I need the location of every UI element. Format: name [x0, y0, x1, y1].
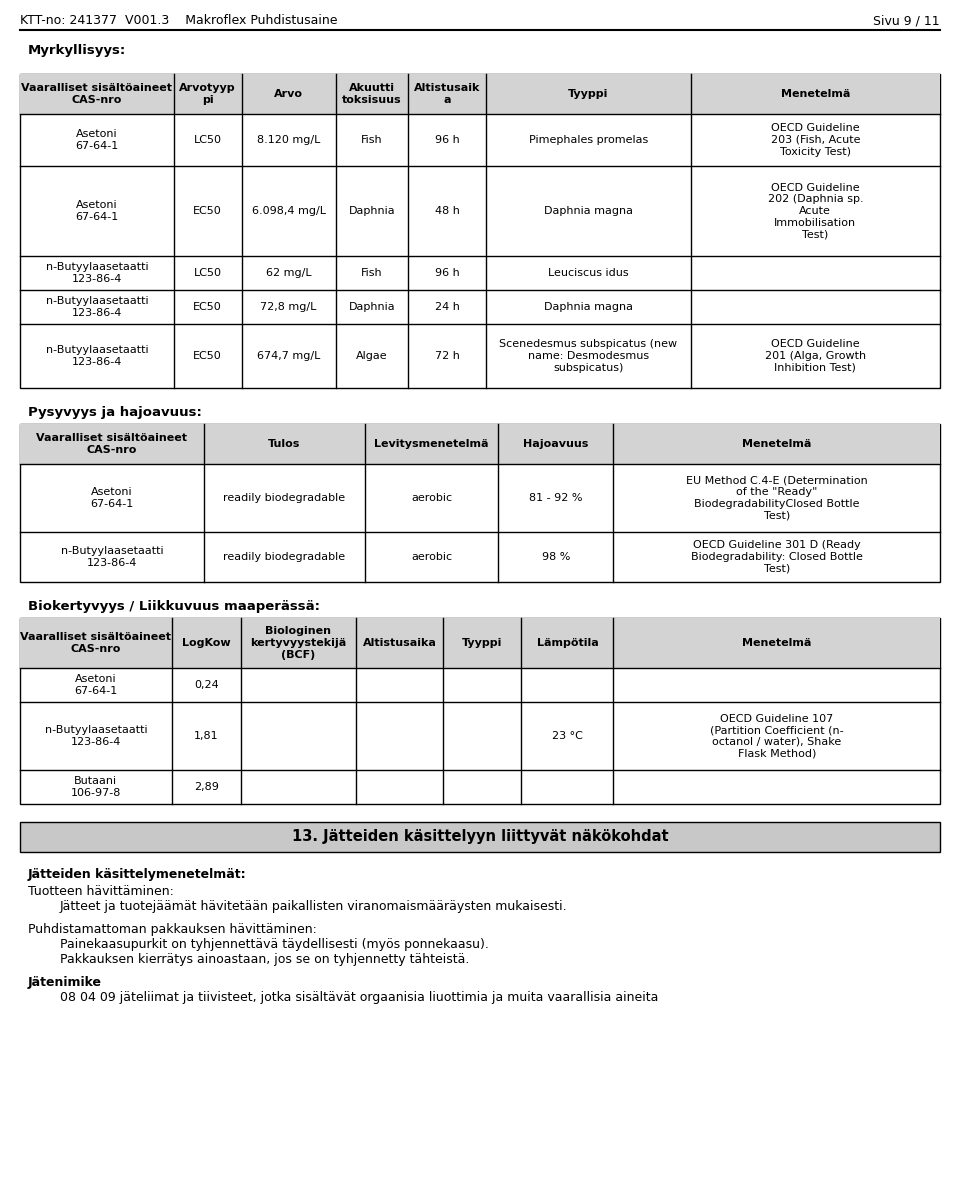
- Text: n-Butyylaasetaatti
123-86-4: n-Butyylaasetaatti 123-86-4: [45, 263, 148, 284]
- Text: OECD Guideline 107
(Partition Coefficient (n-
octanol / water), Shake
Flask Meth: OECD Guideline 107 (Partition Coefficien…: [709, 714, 844, 758]
- Text: OECD Guideline 301 D (Ready
Biodegradability: Closed Bottle
Test): OECD Guideline 301 D (Ready Biodegradabi…: [691, 541, 863, 573]
- Text: n-Butyylaasetaatti
123-86-4: n-Butyylaasetaatti 123-86-4: [45, 296, 148, 318]
- Text: 674,7 mg/L: 674,7 mg/L: [257, 351, 321, 361]
- Text: Fish: Fish: [361, 135, 383, 144]
- Text: 0,24: 0,24: [194, 681, 219, 690]
- Text: Hajoavuus: Hajoavuus: [523, 439, 588, 449]
- Bar: [20, 618, 940, 804]
- Text: OECD Guideline
202 (Daphnia sp.
Acute
Immobilisation
Test): OECD Guideline 202 (Daphnia sp. Acute Im…: [768, 183, 863, 239]
- Text: Tyyppi: Tyyppi: [568, 90, 609, 99]
- Text: Menetelmä: Menetelmä: [742, 439, 811, 449]
- Text: Asetoni
67-64-1: Asetoni 67-64-1: [75, 201, 118, 222]
- Bar: [20, 424, 940, 464]
- Text: Daphnia: Daphnia: [348, 302, 396, 312]
- Text: Pysyvyys ja hajoavuus:: Pysyvyys ja hajoavuus:: [28, 406, 202, 419]
- Text: Biokertyvyys / Liikkuvuus maaperässä:: Biokertyvyys / Liikkuvuus maaperässä:: [28, 601, 320, 613]
- Text: Vaaralliset sisältöaineet
CAS-nro: Vaaralliset sisältöaineet CAS-nro: [36, 433, 187, 455]
- Text: 96 h: 96 h: [435, 267, 460, 278]
- Text: n-Butyylaasetaatti
123-86-4: n-Butyylaasetaatti 123-86-4: [60, 546, 163, 568]
- Bar: [20, 821, 940, 853]
- Text: Altistusaika: Altistusaika: [363, 638, 437, 648]
- Text: Daphnia magna: Daphnia magna: [544, 207, 633, 216]
- Text: Asetoni
67-64-1: Asetoni 67-64-1: [90, 487, 133, 509]
- Text: Arvotyyp
pi: Arvotyyp pi: [180, 84, 236, 105]
- Text: Vaaralliset sisältöaineet
CAS-nro: Vaaralliset sisältöaineet CAS-nro: [21, 84, 173, 105]
- Text: Sivu 9 / 11: Sivu 9 / 11: [874, 14, 940, 27]
- Text: 81 - 92 %: 81 - 92 %: [529, 493, 583, 503]
- Text: Tyyppi: Tyyppi: [462, 638, 502, 648]
- Text: aerobic: aerobic: [411, 493, 452, 503]
- Text: 62 mg/L: 62 mg/L: [266, 267, 311, 278]
- Text: readily biodegradable: readily biodegradable: [224, 493, 346, 503]
- Text: KTT-no: 241377  V001.3    Makroflex Puhdistusaine: KTT-no: 241377 V001.3 Makroflex Puhdistu…: [20, 14, 338, 27]
- Text: LogKow: LogKow: [182, 638, 230, 648]
- Text: Vaaralliset sisältöaineet
CAS-nro: Vaaralliset sisältöaineet CAS-nro: [20, 632, 172, 654]
- Text: 48 h: 48 h: [435, 207, 460, 216]
- Text: Butaani
106-97-8: Butaani 106-97-8: [71, 776, 121, 798]
- Text: Leuciscus idus: Leuciscus idus: [548, 267, 629, 278]
- Text: 8.120 mg/L: 8.120 mg/L: [257, 135, 321, 144]
- Text: Jätteiden käsittelymenetelmät:: Jätteiden käsittelymenetelmät:: [28, 868, 247, 881]
- Text: EC50: EC50: [193, 351, 222, 361]
- Text: Pakkauksen kierrätys ainoastaan, jos se on tyhjennetty tähteistä.: Pakkauksen kierrätys ainoastaan, jos se …: [60, 953, 469, 966]
- Text: 2,89: 2,89: [194, 782, 219, 792]
- Text: Painekaasupurkit on tyhjennettävä täydellisesti (myös ponnekaasu).: Painekaasupurkit on tyhjennettävä täydel…: [60, 938, 489, 950]
- Text: 1,81: 1,81: [194, 731, 219, 741]
- Bar: [20, 424, 940, 581]
- Text: Levitysmenetelmä: Levitysmenetelmä: [374, 439, 489, 449]
- Text: Myrkyllisyys:: Myrkyllisyys:: [28, 44, 127, 57]
- Text: Algae: Algae: [356, 351, 388, 361]
- Text: 23 °C: 23 °C: [552, 731, 583, 741]
- Text: 6.098,4 mg/L: 6.098,4 mg/L: [252, 207, 325, 216]
- Text: Tuotteen hävittäminen:: Tuotteen hävittäminen:: [28, 885, 174, 898]
- Bar: [20, 74, 940, 388]
- Text: Daphnia magna: Daphnia magna: [544, 302, 633, 312]
- Text: Daphnia: Daphnia: [348, 207, 396, 216]
- Text: 08 04 09 jäteliimat ja tiivisteet, jotka sisältävät orgaanisia liuottimia ja mui: 08 04 09 jäteliimat ja tiivisteet, jotka…: [60, 991, 659, 1004]
- Bar: [20, 618, 940, 667]
- Text: Puhdistamattoman pakkauksen hävittäminen:: Puhdistamattoman pakkauksen hävittäminen…: [28, 923, 317, 936]
- Text: OECD Guideline
203 (Fish, Acute
Toxicity Test): OECD Guideline 203 (Fish, Acute Toxicity…: [771, 123, 860, 156]
- Text: Biologinen
kertyvyystekijä
(BCF): Biologinen kertyvyystekijä (BCF): [251, 627, 347, 659]
- Bar: [20, 74, 940, 113]
- Text: aerobic: aerobic: [411, 552, 452, 562]
- Text: Jätenimike: Jätenimike: [28, 975, 102, 989]
- Text: LC50: LC50: [194, 135, 222, 144]
- Text: Asetoni
67-64-1: Asetoni 67-64-1: [75, 129, 118, 150]
- Text: 96 h: 96 h: [435, 135, 460, 144]
- Text: Menetelmä: Menetelmä: [742, 638, 811, 648]
- Text: 13. Jätteiden käsittelyyn liittyvät näkökohdat: 13. Jätteiden käsittelyyn liittyvät näkö…: [292, 830, 668, 844]
- Text: Tulos: Tulos: [268, 439, 300, 449]
- Text: readily biodegradable: readily biodegradable: [224, 552, 346, 562]
- Text: n-Butyylaasetaatti
123-86-4: n-Butyylaasetaatti 123-86-4: [44, 725, 147, 746]
- Text: 98 %: 98 %: [541, 552, 570, 562]
- Text: Pimephales promelas: Pimephales promelas: [529, 135, 648, 144]
- Text: n-Butyylaasetaatti
123-86-4: n-Butyylaasetaatti 123-86-4: [45, 345, 148, 367]
- Text: Akuutti
toksisuus: Akuutti toksisuus: [342, 84, 401, 105]
- Text: Altistusaik
a: Altistusaik a: [414, 84, 481, 105]
- Text: EC50: EC50: [193, 207, 222, 216]
- Text: Lämpötila: Lämpötila: [537, 638, 598, 648]
- Text: Arvo: Arvo: [275, 90, 303, 99]
- Text: 24 h: 24 h: [435, 302, 460, 312]
- Text: Menetelmä: Menetelmä: [780, 90, 850, 99]
- Text: 72,8 mg/L: 72,8 mg/L: [260, 302, 317, 312]
- Text: OECD Guideline
201 (Alga, Growth
Inhibition Test): OECD Guideline 201 (Alga, Growth Inhibit…: [765, 339, 866, 373]
- Text: EC50: EC50: [193, 302, 222, 312]
- Text: Scenedesmus subspicatus (new
name: Desmodesmus
subspicatus): Scenedesmus subspicatus (new name: Desmo…: [499, 339, 678, 373]
- Text: Fish: Fish: [361, 267, 383, 278]
- Text: LC50: LC50: [194, 267, 222, 278]
- Text: Jätteet ja tuotejäämät hävitetään paikallisten viranomaismääräysten mukaisesti.: Jätteet ja tuotejäämät hävitetään paikal…: [60, 900, 567, 913]
- Text: Asetoni
67-64-1: Asetoni 67-64-1: [74, 675, 117, 696]
- Text: 72 h: 72 h: [435, 351, 460, 361]
- Text: EU Method C.4-E (Determination
of the "Ready"
BiodegradabilityClosed Bottle
Test: EU Method C.4-E (Determination of the "R…: [685, 475, 868, 521]
